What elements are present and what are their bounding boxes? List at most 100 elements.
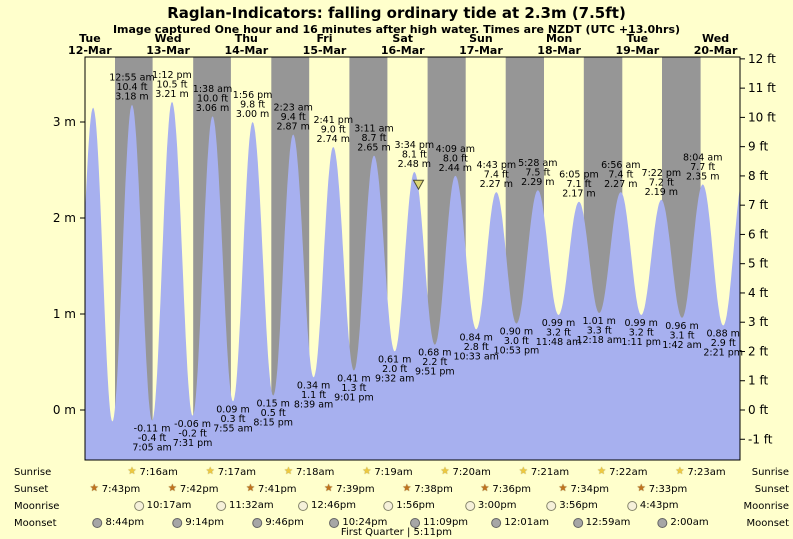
svg-text:9:51 pm: 9:51 pm xyxy=(415,367,455,378)
low-tide-annotation: 0.99 m3.2 ft1:11 pm xyxy=(621,318,661,348)
moonrise-row-label-right: Moonrise xyxy=(743,501,789,512)
high-tide-annotation: 2:23 am9.4 ft2.87 m xyxy=(273,103,312,133)
low-tide-annotation: 0.61 m2.0 ft9:32 am xyxy=(375,354,414,384)
moonset-circle-icon xyxy=(572,517,583,528)
low-tide-annotation: 0.96 m3.1 ft1:42 am xyxy=(662,321,701,351)
svg-text:10.5 ft: 10.5 ft xyxy=(156,79,187,90)
svg-text:3.2 ft: 3.2 ft xyxy=(629,328,654,339)
astro-time-label: 7:20am xyxy=(452,466,491,478)
astro-time-label: 7:21am xyxy=(530,466,570,478)
svg-text:13-Mar: 13-Mar xyxy=(146,44,190,57)
svg-text:-0.06 m: -0.06 m xyxy=(174,419,211,430)
sunset-row-label-right: Sunset xyxy=(754,484,789,495)
high-tide-annotation: 1:56 pm9.8 ft3.00 m xyxy=(233,90,273,120)
svg-text:7.5 ft: 7.5 ft xyxy=(525,168,550,179)
moonrise-entry: 10:17am xyxy=(133,500,191,511)
svg-text:7:05 am: 7:05 am xyxy=(132,443,171,454)
sunrise-entry: ★ 7:18am xyxy=(284,466,334,478)
sunset-entry: ★ 7:42pm xyxy=(168,483,219,495)
svg-text:1.01 m: 1.01 m xyxy=(583,316,616,327)
sunset-star-icon: ★ xyxy=(558,483,568,494)
svg-text:9:32 am: 9:32 am xyxy=(375,373,414,384)
svg-text:12-Mar: 12-Mar xyxy=(68,44,112,57)
moonset-entry: 10:24pm xyxy=(329,517,387,528)
svg-text:3.3 ft: 3.3 ft xyxy=(587,326,612,337)
svg-text:Fri: Fri xyxy=(317,32,333,45)
sunset-entry: ★ 7:41pm xyxy=(246,483,297,495)
moonset-row: Moonset Moonset 8:44pm 9:14pm 9:46pm 10:24p… xyxy=(0,517,793,532)
svg-text:0.09 m: 0.09 m xyxy=(216,404,249,415)
svg-text:3.06 m: 3.06 m xyxy=(196,103,229,114)
chart-title: Raglan-Indicators: falling ordinary tide… xyxy=(167,4,626,22)
sunset-row-label-left: Sunset xyxy=(14,484,49,495)
svg-text:7:55 am: 7:55 am xyxy=(213,423,252,434)
y-axis-label-right: 12 ft xyxy=(748,52,776,66)
high-tide-annotation: 6:05 pm7.1 ft2.17 m xyxy=(559,170,599,200)
y-axis-label-right: 5 ft xyxy=(748,257,768,271)
svg-text:3.18 m: 3.18 m xyxy=(115,92,148,103)
low-tide-annotation: 0.34 m1.1 ft8:39 am xyxy=(294,380,333,410)
svg-text:7:31 pm: 7:31 pm xyxy=(173,438,213,449)
svg-text:Thu: Thu xyxy=(235,32,258,45)
svg-text:4:43 pm: 4:43 pm xyxy=(476,160,516,171)
astro-time-label: 12:59am xyxy=(585,517,631,528)
chart-subtitle: Image captured One hour and 16 minutes a… xyxy=(112,23,681,36)
astro-time-label: 7:38pm xyxy=(414,483,453,495)
low-tide-annotation: -0.11 m-0.4 ft7:05 am xyxy=(132,424,171,454)
astro-time-label: 7:34pm xyxy=(570,483,610,495)
y-axis-label-right: 9 ft xyxy=(748,140,768,154)
astro-time-label: 9:14pm xyxy=(185,517,224,528)
svg-text:1:56 pm: 1:56 pm xyxy=(233,90,273,101)
low-tide-annotation: 0.68 m2.2 ft9:51 pm xyxy=(415,348,455,378)
moon-phase-label: First Quarter | 5:11pm xyxy=(340,527,453,538)
svg-text:5:28 am: 5:28 am xyxy=(518,158,557,169)
svg-text:Tue: Tue xyxy=(79,32,101,45)
y-axis-label-right: 8 ft xyxy=(748,169,768,183)
moonrise-entry: 3:56pm xyxy=(546,500,598,511)
svg-text:0.3 ft: 0.3 ft xyxy=(220,414,245,425)
moonset-row-label-right: Moonset xyxy=(746,518,790,529)
astro-time-label: 7:17am xyxy=(217,466,257,478)
svg-text:2.27 m: 2.27 m xyxy=(480,179,513,190)
moonrise-entry: 11:32am xyxy=(215,500,274,511)
astro-time-label: 7:39pm xyxy=(336,483,375,495)
svg-text:2.19 m: 2.19 m xyxy=(645,187,678,198)
svg-text:0.99 m: 0.99 m xyxy=(624,318,657,329)
astro-time-label: 7:23am xyxy=(687,466,726,478)
svg-text:2.2 ft: 2.2 ft xyxy=(422,357,447,368)
y-axis-label-right: 2 ft xyxy=(748,344,768,358)
svg-text:2.0 ft: 2.0 ft xyxy=(382,364,407,375)
svg-text:Tue: Tue xyxy=(627,32,649,45)
svg-text:1:11 pm: 1:11 pm xyxy=(621,337,661,348)
y-axis-label-left: 3 m xyxy=(53,115,76,129)
current-tide-marker-icon xyxy=(412,179,425,191)
plot-border xyxy=(84,56,741,461)
high-tide-annotation: 6:56 am7.4 ft2.27 m xyxy=(601,160,640,190)
y-axis-label-left: 1 m xyxy=(53,307,76,321)
sunrise-entry: ★ 7:21am xyxy=(519,466,569,478)
astro-time-label: 12:01am xyxy=(504,517,549,528)
svg-text:7.1 ft: 7.1 ft xyxy=(566,179,591,190)
sunrise-star-icon: ★ xyxy=(205,466,215,477)
moonrise-circle-icon xyxy=(133,500,144,511)
svg-text:8.0 ft: 8.0 ft xyxy=(443,153,468,164)
high-tide-annotation: 7:22 pm7.2 ft2.19 m xyxy=(642,168,682,198)
sunset-entry: ★ 7:33pm xyxy=(637,483,688,495)
svg-text:0.61 m: 0.61 m xyxy=(378,354,411,365)
svg-text:Sun: Sun xyxy=(469,32,493,45)
high-tide-annotation: 3:11 am8.7 ft2.65 m xyxy=(354,124,393,154)
sunrise-entry: ★ 7:22am xyxy=(597,466,647,478)
svg-text:2:41 pm: 2:41 pm xyxy=(313,115,353,126)
high-tide-annotation: 4:43 pm7.4 ft2.27 m xyxy=(476,160,516,190)
moonrise-circle-icon xyxy=(383,500,394,511)
svg-text:2:21 pm: 2:21 pm xyxy=(703,348,743,359)
astro-time-label: 7:16am xyxy=(139,466,178,478)
sunset-star-icon: ★ xyxy=(480,483,490,494)
moonset-circle-icon xyxy=(491,517,502,528)
svg-text:2.74 m: 2.74 m xyxy=(317,134,350,145)
y-axis-label-left: 0 m xyxy=(53,403,76,417)
svg-text:20-Mar: 20-Mar xyxy=(694,44,738,57)
svg-text:10.4 ft: 10.4 ft xyxy=(116,82,147,93)
svg-text:9.0 ft: 9.0 ft xyxy=(321,125,346,136)
